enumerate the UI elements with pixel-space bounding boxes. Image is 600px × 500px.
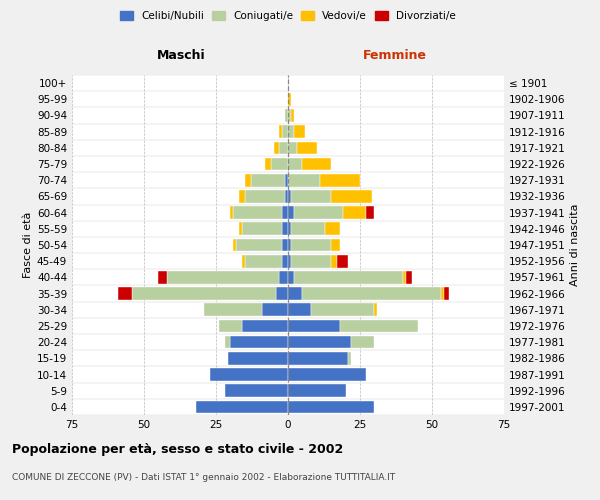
Bar bbox=[233, 238, 236, 252]
Bar bbox=[288, 352, 349, 364]
Bar bbox=[280, 271, 288, 283]
Bar bbox=[219, 320, 242, 332]
Bar bbox=[291, 109, 294, 122]
Bar bbox=[288, 158, 302, 170]
Bar bbox=[224, 336, 230, 348]
Bar bbox=[440, 288, 443, 300]
Bar bbox=[242, 222, 282, 235]
Bar bbox=[210, 368, 288, 381]
Text: Maschi: Maschi bbox=[157, 49, 206, 62]
Bar bbox=[251, 174, 285, 186]
Bar bbox=[374, 304, 377, 316]
Bar bbox=[158, 271, 167, 283]
Bar bbox=[296, 142, 317, 154]
Bar bbox=[320, 174, 360, 186]
Bar bbox=[274, 142, 280, 154]
Bar bbox=[288, 142, 296, 154]
Bar bbox=[294, 126, 305, 138]
Bar bbox=[288, 206, 294, 219]
Bar bbox=[294, 271, 403, 283]
Bar bbox=[282, 255, 288, 268]
Bar bbox=[280, 126, 282, 138]
Bar bbox=[205, 304, 262, 316]
Text: COMUNE DI ZECCONE (PV) - Dati ISTAT 1° gennaio 2002 - Elaborazione TUTTITALIA.IT: COMUNE DI ZECCONE (PV) - Dati ISTAT 1° g… bbox=[12, 472, 395, 482]
Bar bbox=[280, 142, 288, 154]
Bar bbox=[282, 238, 288, 252]
Bar bbox=[277, 288, 288, 300]
Bar bbox=[288, 304, 311, 316]
Bar bbox=[233, 206, 282, 219]
Bar bbox=[118, 288, 133, 300]
Bar bbox=[291, 222, 325, 235]
Bar bbox=[288, 320, 340, 332]
Bar bbox=[262, 304, 288, 316]
Bar bbox=[337, 255, 349, 268]
Bar bbox=[288, 93, 291, 106]
Y-axis label: Fasce di età: Fasce di età bbox=[23, 212, 33, 278]
Bar bbox=[285, 109, 288, 122]
Bar bbox=[325, 222, 340, 235]
Bar bbox=[406, 271, 412, 283]
Bar bbox=[291, 238, 331, 252]
Bar bbox=[236, 238, 282, 252]
Bar bbox=[242, 320, 288, 332]
Bar bbox=[349, 352, 352, 364]
Legend: Celibi/Nubili, Coniugati/e, Vedovi/e, Divorziati/e: Celibi/Nubili, Coniugati/e, Vedovi/e, Di… bbox=[117, 8, 459, 24]
Bar bbox=[230, 336, 288, 348]
Text: Femmine: Femmine bbox=[362, 49, 427, 62]
Bar bbox=[167, 271, 280, 283]
Bar bbox=[302, 288, 440, 300]
Bar bbox=[265, 158, 271, 170]
Bar bbox=[227, 352, 288, 364]
Bar bbox=[239, 222, 242, 235]
Bar bbox=[288, 174, 320, 186]
Bar bbox=[196, 400, 288, 413]
Bar bbox=[245, 190, 285, 202]
Bar bbox=[288, 336, 352, 348]
Bar bbox=[288, 384, 346, 397]
Bar bbox=[288, 271, 294, 283]
Text: Popolazione per età, sesso e stato civile - 2002: Popolazione per età, sesso e stato civil… bbox=[12, 442, 343, 456]
Bar bbox=[282, 222, 288, 235]
Bar bbox=[224, 384, 288, 397]
Bar bbox=[245, 255, 282, 268]
Bar bbox=[288, 222, 291, 235]
Bar bbox=[242, 255, 245, 268]
Bar bbox=[285, 174, 288, 186]
Bar bbox=[288, 288, 302, 300]
Bar bbox=[331, 238, 340, 252]
Bar bbox=[285, 190, 288, 202]
Bar bbox=[239, 190, 245, 202]
Bar bbox=[443, 288, 449, 300]
Bar bbox=[403, 271, 406, 283]
Bar bbox=[311, 304, 374, 316]
Bar bbox=[331, 190, 371, 202]
Bar bbox=[288, 109, 291, 122]
Bar bbox=[288, 126, 294, 138]
Bar bbox=[288, 400, 374, 413]
Bar bbox=[282, 126, 288, 138]
Bar bbox=[230, 206, 233, 219]
Bar bbox=[288, 255, 291, 268]
Bar bbox=[291, 255, 331, 268]
Bar bbox=[302, 158, 331, 170]
Y-axis label: Anni di nascita: Anni di nascita bbox=[570, 204, 580, 286]
Bar bbox=[245, 174, 251, 186]
Bar bbox=[288, 190, 291, 202]
Bar bbox=[282, 206, 288, 219]
Bar bbox=[291, 190, 331, 202]
Bar bbox=[331, 255, 337, 268]
Bar bbox=[343, 206, 366, 219]
Bar bbox=[352, 336, 374, 348]
Bar bbox=[294, 206, 343, 219]
Bar bbox=[340, 320, 418, 332]
Bar bbox=[133, 288, 277, 300]
Bar bbox=[288, 238, 291, 252]
Bar bbox=[366, 206, 374, 219]
Bar bbox=[271, 158, 288, 170]
Bar bbox=[288, 368, 366, 381]
